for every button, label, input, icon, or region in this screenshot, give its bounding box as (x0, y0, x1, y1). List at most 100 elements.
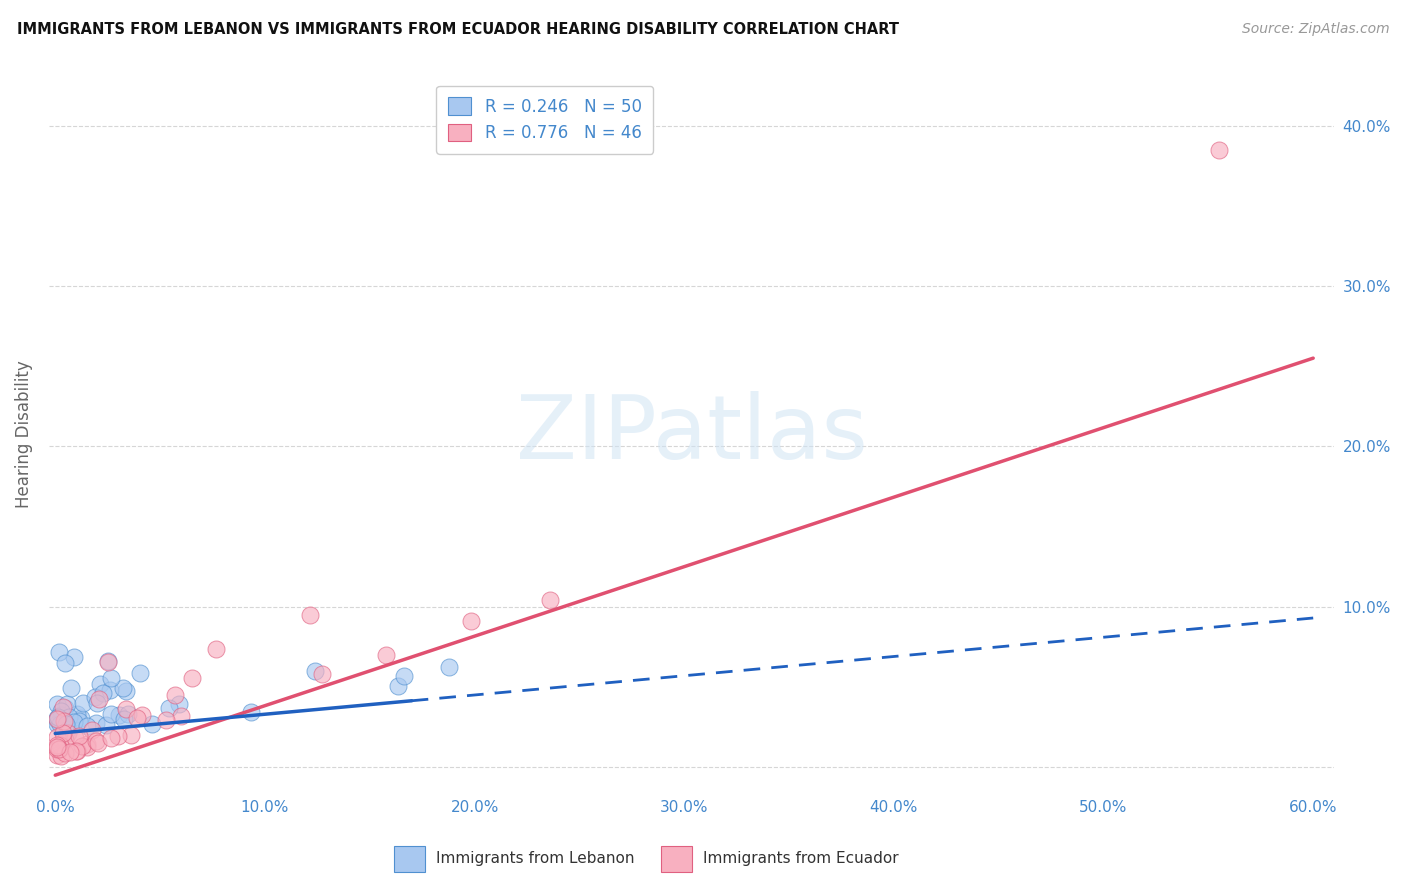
Point (437, 660, 460, 674)
Point (76, 719, 98, 733)
Text: ZIPatlas: ZIPatlas (516, 391, 868, 478)
Point (48, 717, 70, 731)
Point (56, 722, 79, 736)
Point (170, 708, 193, 723)
Point (48, 645, 70, 659)
Y-axis label: Hearing Disability: Hearing Disability (15, 360, 32, 508)
Point (52, 725, 75, 739)
Point (63, 649, 86, 664)
Point (56, 723, 79, 737)
Point (53, 733, 76, 747)
Point (49, 741, 72, 756)
Point (53, 701, 76, 715)
Point (84, 690, 107, 705)
Point (181, 671, 204, 685)
Point (107, 729, 129, 743)
Point (375, 648, 398, 662)
Point (87, 691, 110, 706)
Point (108, 707, 131, 722)
Point (46, 717, 69, 731)
Point (91, 686, 114, 700)
Point (141, 716, 163, 731)
Point (80, 723, 103, 738)
Point (86, 696, 108, 710)
Point (117, 706, 139, 721)
Point (98, 683, 121, 698)
Point (112, 713, 135, 727)
Point (53, 656, 76, 670)
Point (46, 730, 69, 744)
Text: Immigrants from Lebanon: Immigrants from Lebanon (436, 852, 634, 866)
Point (125, 711, 148, 725)
Point (460, 614, 482, 628)
Point (46, 712, 69, 726)
Point (304, 665, 326, 679)
Point (46, 713, 69, 727)
Point (56, 726, 79, 740)
Text: IMMIGRANTS FROM LEBANON VS IMMIGRANTS FROM ECUADOR HEARING DISABILITY CORRELATIO: IMMIGRANTS FROM LEBANON VS IMMIGRANTS FR… (17, 22, 898, 37)
Point (66, 743, 89, 757)
Point (46, 739, 69, 754)
Point (53, 714, 76, 728)
Point (55, 717, 77, 731)
Point (48, 742, 70, 756)
Point (97, 656, 120, 670)
Point (311, 666, 333, 681)
Point (59, 681, 82, 695)
Legend: R = 0.246   N = 50, R = 0.776   N = 46: R = 0.246 N = 50, R = 0.776 N = 46 (436, 86, 654, 153)
Point (52, 724, 75, 739)
Point (53, 746, 76, 760)
Point (165, 688, 187, 702)
Text: Source: ZipAtlas.com: Source: ZipAtlas.com (1241, 22, 1389, 37)
Point (51, 748, 73, 763)
Point (58, 710, 80, 724)
Point (69, 711, 91, 725)
Point (67, 729, 90, 743)
Point (131, 708, 153, 723)
Point (111, 681, 134, 696)
Point (52, 699, 75, 714)
Point (76, 737, 98, 751)
Point (204, 641, 226, 656)
Point (49, 738, 72, 752)
Point (538, 592, 561, 607)
Point (46, 697, 69, 711)
Point (94, 718, 117, 732)
Point (70, 739, 93, 753)
Point (58, 725, 80, 739)
Point (155, 713, 177, 727)
Point (89, 677, 111, 691)
Point (49, 708, 72, 723)
Point (46, 711, 69, 725)
Point (129, 666, 152, 681)
Point (240, 705, 263, 719)
Point (62, 715, 84, 730)
Point (65, 743, 87, 757)
Point (84, 734, 107, 748)
Point (115, 702, 138, 716)
Point (97, 654, 120, 668)
Point (76, 739, 98, 754)
Point (392, 668, 415, 682)
Point (167, 698, 190, 712)
Point (72, 696, 94, 710)
Point (59, 745, 82, 759)
Point (120, 728, 142, 742)
Point (84, 716, 107, 731)
Point (299, 608, 322, 623)
Point (100, 671, 122, 685)
Point (157, 701, 180, 715)
Point (63, 731, 86, 745)
Point (56, 697, 79, 711)
Point (387, 680, 409, 694)
Point (87, 736, 110, 750)
Point (67, 714, 90, 729)
Point (46, 741, 69, 756)
Point (1208, 143, 1230, 157)
Point (49, 704, 72, 718)
Text: Immigrants from Ecuador: Immigrants from Ecuador (703, 852, 898, 866)
Point (115, 684, 138, 698)
Point (66, 706, 89, 721)
Point (100, 731, 122, 745)
Point (46, 748, 69, 763)
